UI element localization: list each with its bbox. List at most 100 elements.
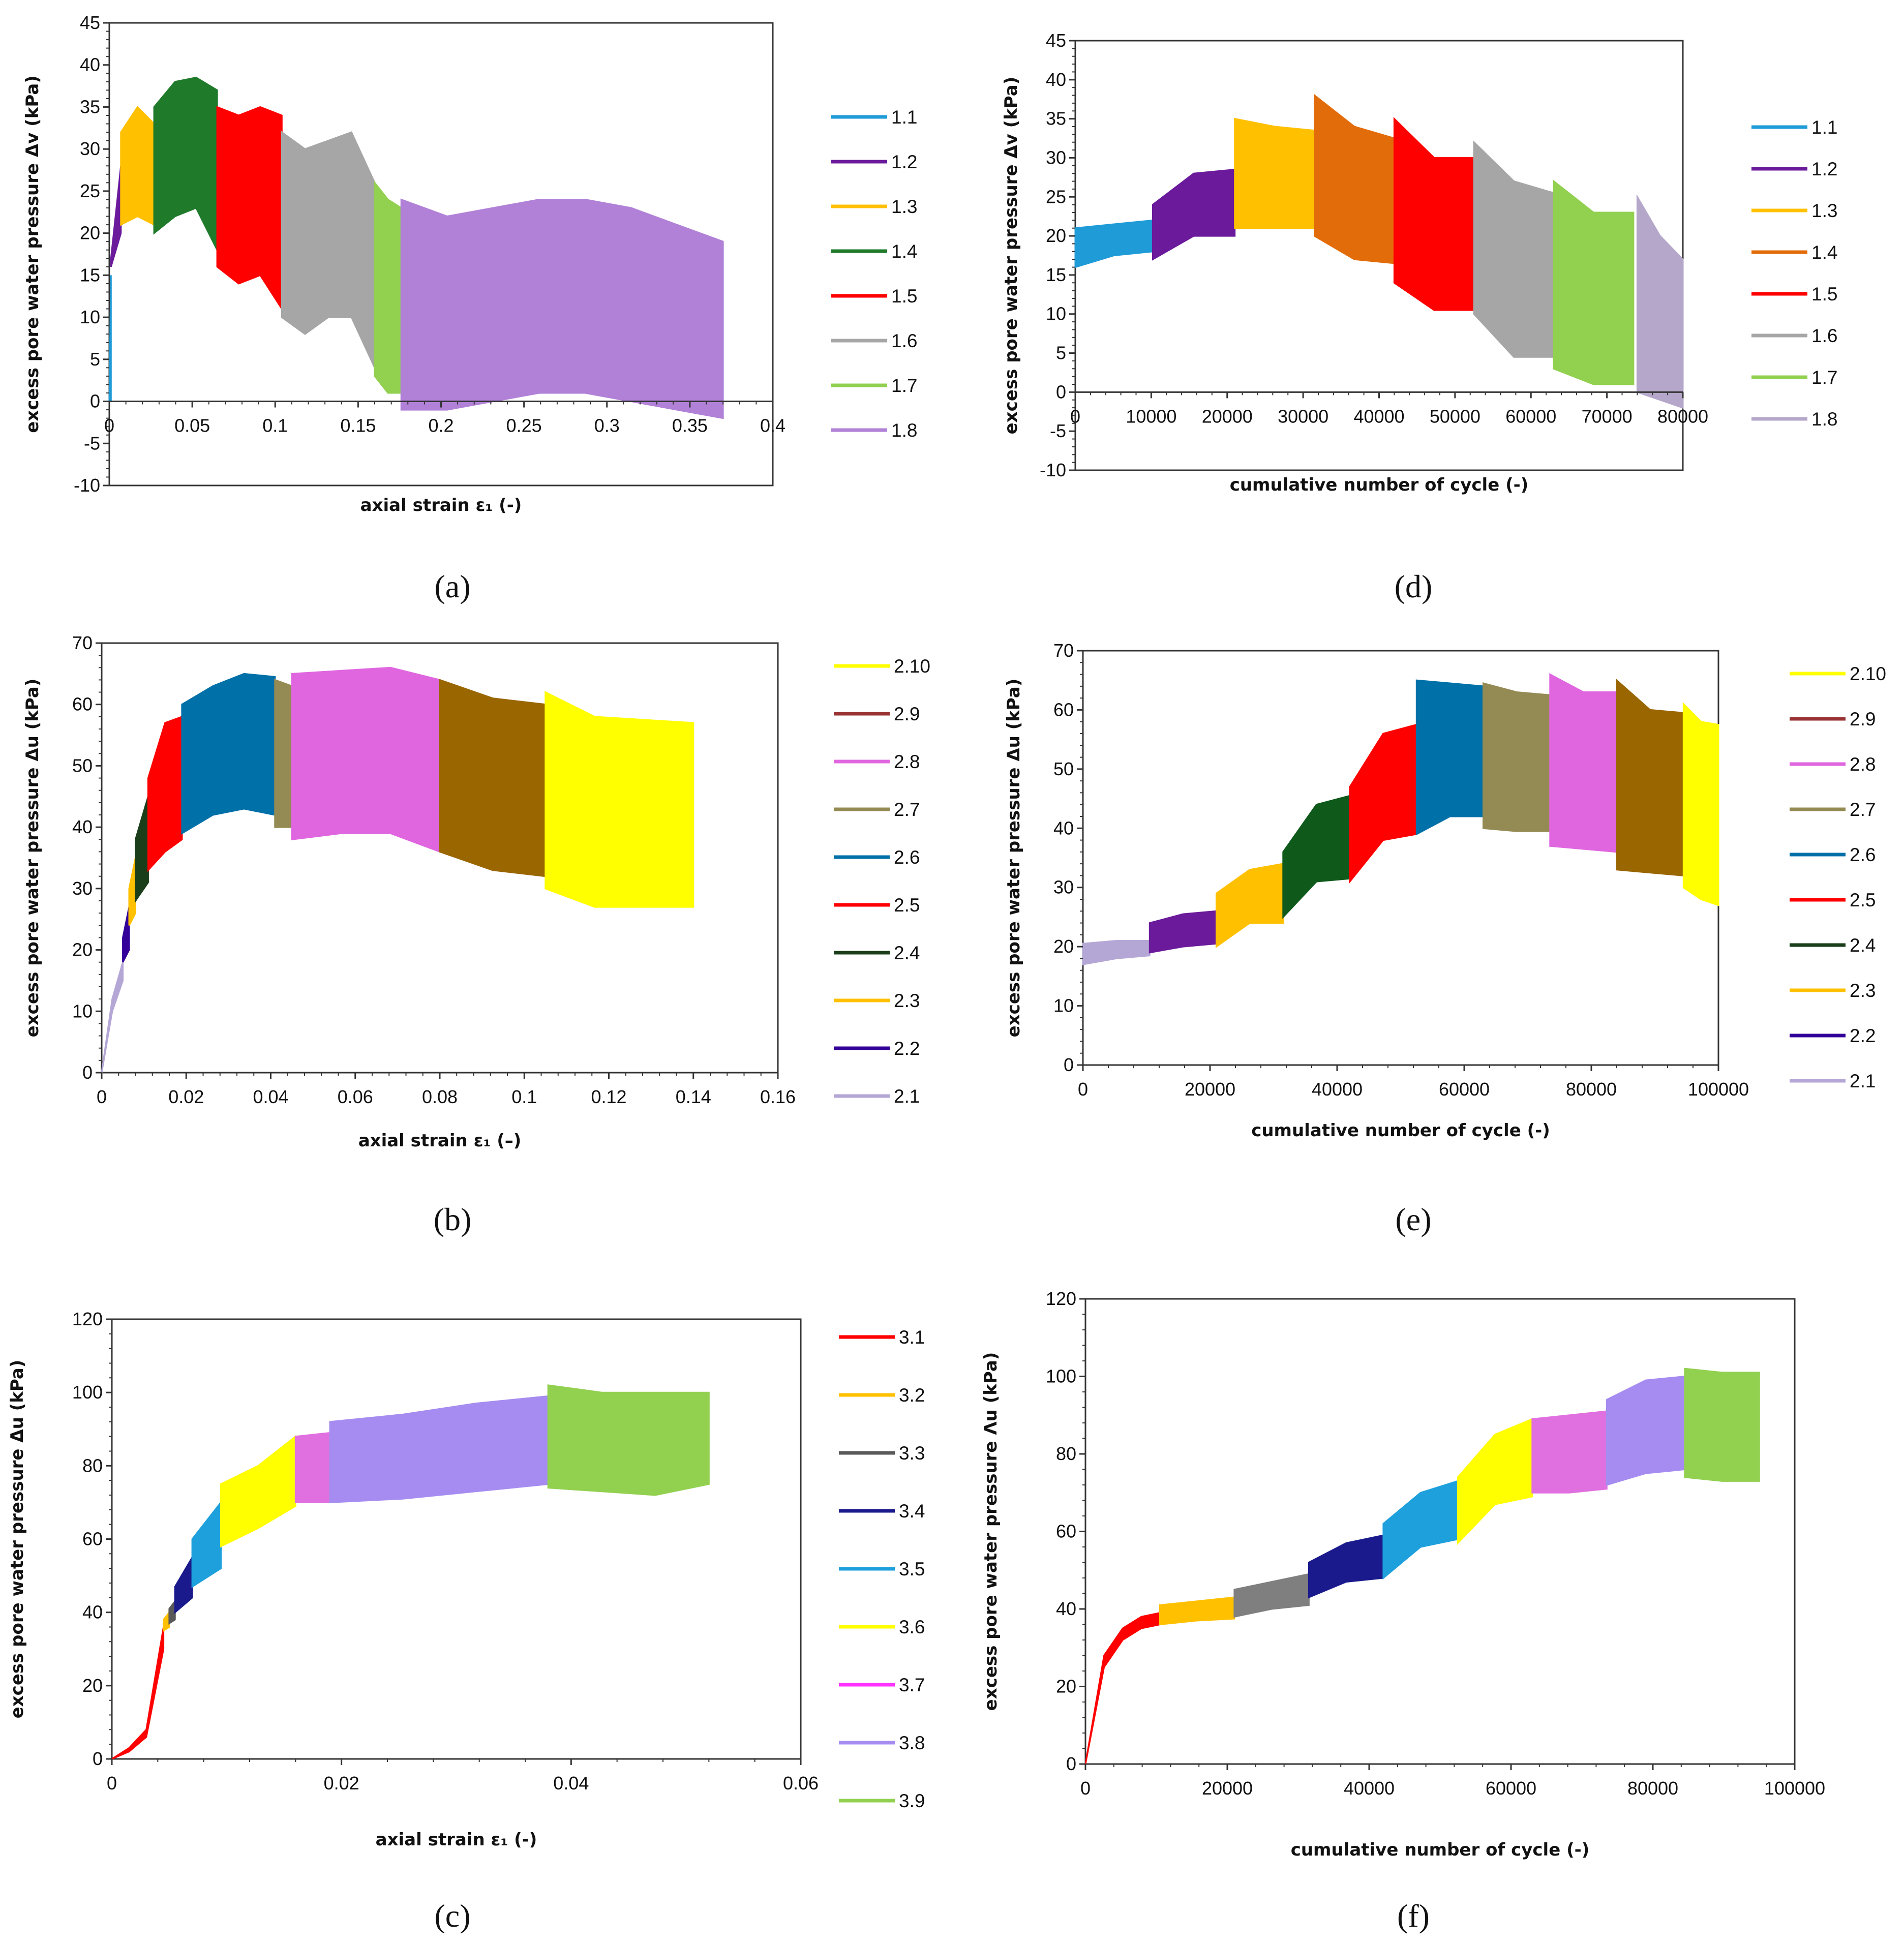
x-tick-label: 40000 [1344, 1778, 1395, 1799]
y-tick-label: 100 [72, 1382, 103, 1403]
legend-label-1.7: 1.7 [1811, 367, 1837, 388]
series-band-3.9 [1684, 1367, 1760, 1482]
y-tick-label: 40 [80, 54, 100, 75]
y-tick-label: 100 [1046, 1366, 1076, 1387]
x-tick-label: 0.14 [676, 1086, 711, 1107]
x-tick-label: 0.04 [253, 1086, 288, 1107]
x-tick-label: 60000 [1486, 1778, 1536, 1799]
panel-caption: (e) [1395, 1201, 1431, 1237]
legend-label-2.1: 2.1 [894, 1086, 920, 1107]
y-tick-label: 120 [72, 1309, 103, 1329]
legend-label-1.1: 1.1 [1811, 117, 1837, 138]
y-tick-label: 5 [1056, 343, 1066, 363]
legend-label-3.7: 3.7 [899, 1675, 925, 1695]
x-tick-label: 100000 [1688, 1079, 1749, 1100]
y-tick-label: 80 [82, 1455, 103, 1476]
x-tick-label: 0.1 [511, 1086, 537, 1107]
series-band-2.8 [1549, 673, 1618, 853]
legend-label-1.8: 1.8 [1811, 409, 1837, 430]
panel-caption: (b) [434, 1201, 472, 1237]
legend-label-1.6: 1.6 [1811, 325, 1837, 346]
y-tick-label: 70 [1053, 640, 1074, 661]
legend-label-1.7: 1.7 [891, 375, 917, 396]
y-tick-label: -10 [74, 475, 100, 496]
x-tick-label: 20000 [1202, 406, 1253, 427]
legend-label-1.1: 1.1 [891, 107, 917, 128]
series-band-2.2 [122, 906, 130, 963]
series-band-3.4 [174, 1554, 193, 1614]
y-tick-label: 50 [1053, 758, 1074, 779]
series-band-2.3 [128, 858, 136, 926]
x-tick-label: 0.06 [783, 1773, 819, 1794]
y-tick-label: 20 [82, 1675, 103, 1696]
y-tick-label: 30 [72, 878, 93, 899]
series-band-1.8 [400, 198, 724, 419]
x-tick-label: 30000 [1278, 406, 1328, 427]
chart-panel-b: 0 10 20 30 40 50 60 70 0 0.02 0.04 0.06 0.08 0.1 0.12 0… [22, 632, 930, 1237]
series-band-1.3 [120, 106, 155, 226]
x-tick-label: 70000 [1582, 406, 1633, 427]
x-tick-label: 0.35 [672, 415, 708, 436]
x-axis-label: axial strain ε₁ (–) [358, 1131, 522, 1151]
x-axis-label: cumulative number of cycle (-) [1230, 475, 1529, 495]
legend-label-2.2: 2.2 [894, 1038, 920, 1059]
y-axis-label: excess pore water pressure Δv (kPa) [1001, 77, 1021, 435]
x-tick-label: 80000 [1566, 1079, 1617, 1100]
panel-caption: (f) [1397, 1898, 1430, 1934]
legend-label-2.10: 2.10 [894, 656, 930, 677]
legend-label-3.5: 3.5 [899, 1559, 925, 1579]
series-band-3.3 [1233, 1573, 1310, 1618]
y-tick-label: 15 [80, 264, 100, 285]
y-tick-label: 70 [72, 632, 93, 653]
y-tick-label: 10 [72, 1000, 93, 1021]
chart-panel-f: 0 20 40 60 80 100 120 0 20000 40000 60000 80000 1000… [981, 1288, 1825, 1934]
y-tick-label: 25 [1046, 186, 1066, 207]
x-tick-label: 0 [104, 415, 114, 436]
y-tick-label: 25 [80, 180, 100, 201]
x-tick-label: 0.4 [760, 415, 785, 436]
series-band-3.5 [191, 1500, 222, 1588]
series-band-2.10 [545, 691, 694, 908]
legend-label-2.9: 2.9 [1850, 709, 1876, 730]
legend-label-2.7: 2.7 [894, 799, 920, 820]
x-tick-label: 0.3 [594, 415, 620, 436]
legend-label-1.4: 1.4 [1811, 242, 1837, 263]
panel-caption: (a) [434, 568, 470, 604]
series-band-2.6 [1415, 679, 1484, 836]
y-tick-label: 40 [1046, 69, 1066, 90]
series-band-3.1 [111, 1627, 165, 1760]
series-band-1.2 [110, 166, 122, 267]
x-tick-label: 20000 [1202, 1778, 1253, 1799]
chart-panel-e: 0 10 20 30 40 50 60 70 0 20000 40000 60000 80000 1000… [1004, 640, 1886, 1237]
series-band-2.7 [274, 679, 293, 828]
x-tick-label: 0.2 [428, 415, 454, 436]
series-band-3.2 [1159, 1596, 1235, 1626]
legend-label-2.1: 2.1 [1850, 1071, 1876, 1091]
legend-label-2.6: 2.6 [894, 847, 920, 868]
x-tick-label: 0 [1080, 1778, 1091, 1799]
legend-label-3.3: 3.3 [899, 1443, 925, 1464]
x-tick-label: 80000 [1657, 406, 1708, 427]
x-axis-label: axial strain ε₁ (-) [360, 495, 522, 515]
y-axis-label: excess pore water pressure Δu (kPa) [1004, 679, 1024, 1038]
x-axis-label: cumulative number of cycle (-) [1251, 1120, 1550, 1141]
x-tick-label: 0.04 [553, 1773, 589, 1794]
x-tick-label: 80000 [1627, 1778, 1678, 1799]
x-tick-label: 100000 [1764, 1778, 1825, 1799]
series-band-2.6 [181, 673, 276, 835]
series-band-2.10 [1682, 702, 1719, 906]
series-band-3.3 [168, 1599, 176, 1625]
legend-label-2.7: 2.7 [1850, 799, 1876, 820]
y-tick-label: 120 [1046, 1288, 1076, 1309]
x-tick-label: 0.1 [262, 415, 288, 436]
x-tick-label: 0 [1070, 406, 1080, 427]
x-tick-label: 0.08 [422, 1086, 458, 1107]
y-tick-label: 0 [90, 391, 100, 412]
y-tick-label: 0 [1066, 1753, 1076, 1774]
y-tick-label: 10 [80, 307, 100, 327]
legend-label-2.3: 2.3 [894, 990, 920, 1011]
y-tick-label: 35 [80, 96, 100, 117]
chart-panel-c: 0 20 40 60 80 100 120 0 0.02 0.04 0.06 axial strain… [7, 1309, 925, 1934]
